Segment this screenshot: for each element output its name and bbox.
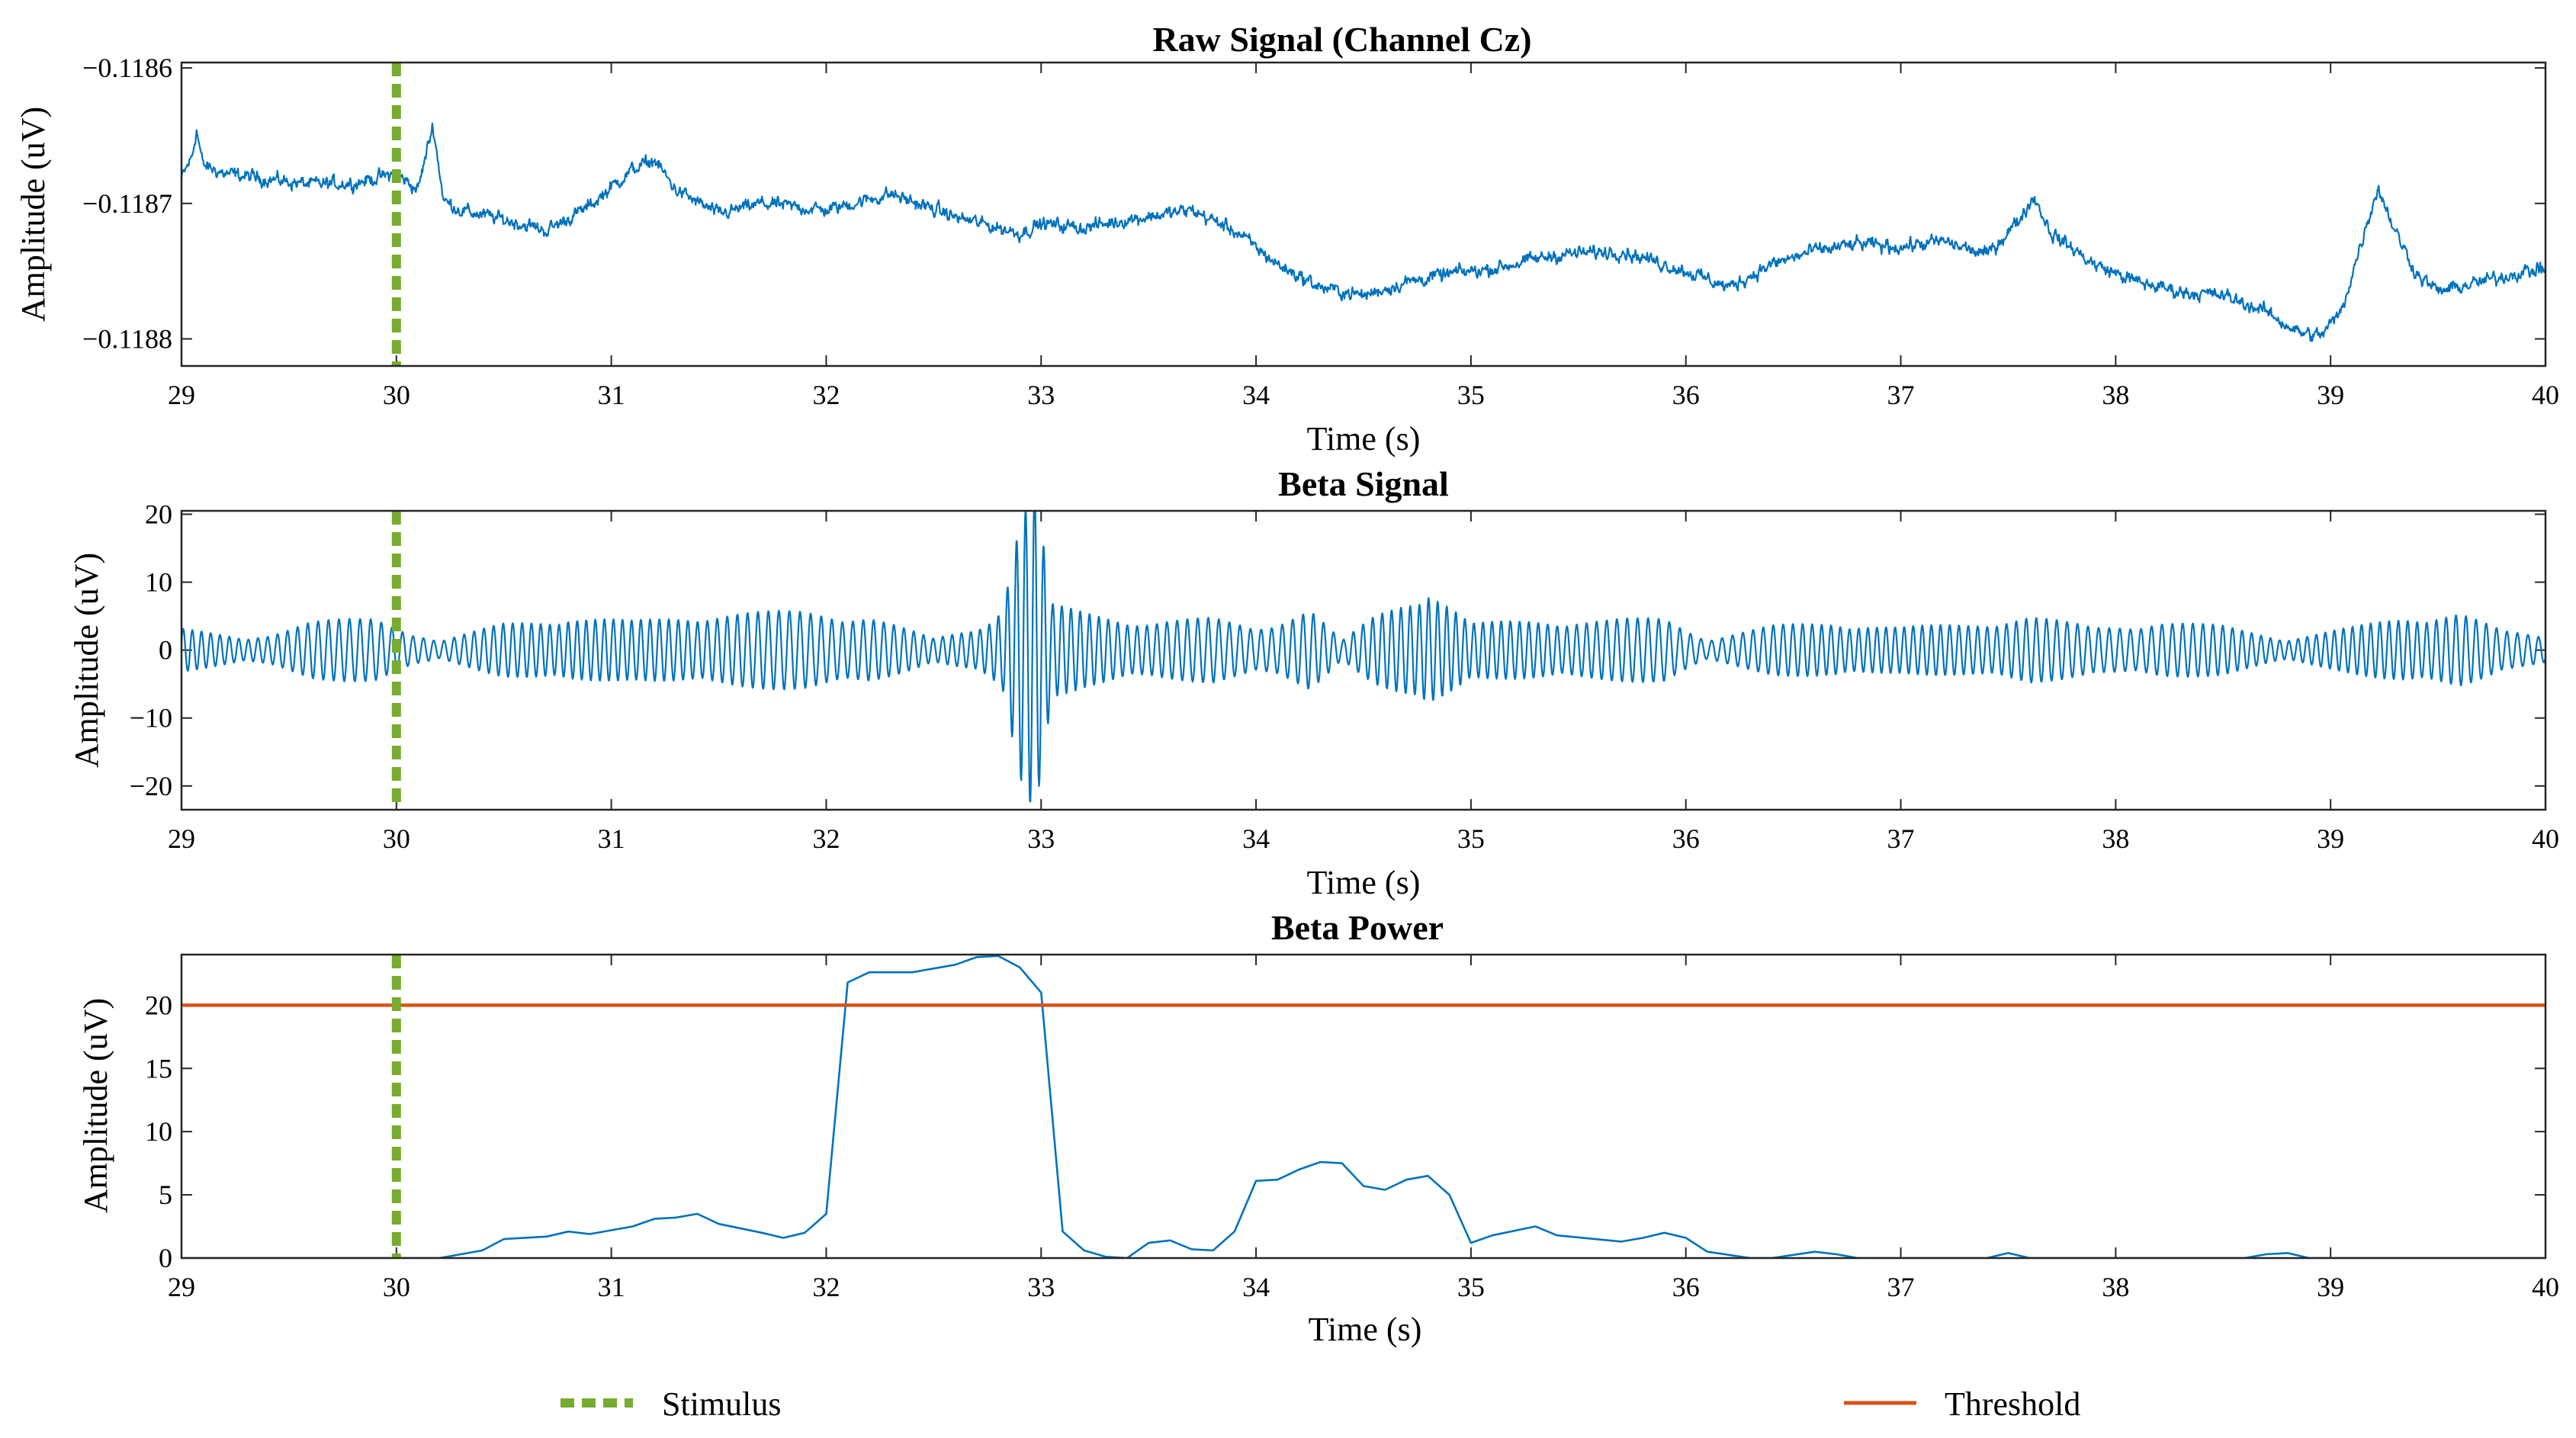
beta-power-xtick-label: 29: [168, 1272, 195, 1302]
beta-power-ytick-label: 20: [145, 990, 172, 1020]
beta-signal-xtick-label: 36: [1672, 823, 1700, 854]
raw-xtick-label: 38: [2102, 380, 2129, 410]
beta-power-xtick-label: 35: [1457, 1272, 1485, 1302]
beta-signal-ylabel: Amplitude (uV): [68, 553, 105, 768]
beta-power-xlabel: Time (s): [1309, 1311, 1422, 1348]
beta-power-xtick-label: 33: [1027, 1272, 1055, 1302]
beta-power-xtick-label: 32: [812, 1272, 840, 1302]
beta-power-xtick-label: 38: [2102, 1272, 2129, 1302]
beta-signal-ytick-label: −20: [130, 771, 172, 801]
beta-signal-xtick-label: 37: [1887, 823, 1915, 854]
raw-xtick-label: 29: [168, 380, 195, 410]
beta-power-xtick-label: 31: [598, 1272, 625, 1302]
raw-plot-area: [181, 63, 2545, 366]
beta-signal-title: Beta Signal: [1278, 464, 1449, 503]
beta-power-ytick-label: 5: [159, 1180, 172, 1210]
raw-xtick-label: 35: [1457, 380, 1485, 410]
raw-xtick-label: 39: [2317, 380, 2344, 410]
beta-power-ytick-label: 10: [145, 1116, 172, 1147]
legend: Stimulus Threshold: [560, 1385, 2080, 1423]
raw-xtick-label: 34: [1242, 380, 1270, 410]
beta-signal-xtick-label: 40: [2532, 823, 2559, 854]
beta-signal-xtick-label: 38: [2102, 823, 2129, 854]
raw-xtick-label: 30: [383, 380, 410, 410]
raw-xtick-label: 32: [812, 380, 840, 410]
raw-ytick-label: −0.1187: [82, 188, 172, 219]
legend-threshold-label: Threshold: [1945, 1385, 2080, 1423]
beta-signal-xtick-label: 39: [2317, 823, 2344, 854]
beta-signal-tick-labels: 29 30 31 32 33 34 35 36 37 38 39 40 −20 −10 0 10 20: [130, 499, 2559, 854]
raw-xtick-label: 33: [1027, 380, 1055, 410]
beta-signal-xtick-label: 35: [1457, 823, 1485, 854]
raw-xtick-label: 36: [1672, 380, 1700, 410]
raw-xtick-label: 40: [2532, 380, 2559, 410]
raw-ytick-label: −0.1188: [82, 323, 172, 354]
beta-signal-xtick-label: 31: [598, 823, 625, 854]
beta-signal-trace: [181, 511, 2545, 803]
raw-title: Raw Signal (Channel Cz): [1152, 20, 1531, 59]
beta-signal-axes-box: [180, 509, 2547, 811]
beta-power-ytick-label: 0: [159, 1243, 172, 1273]
beta-signal-xtick-label: 33: [1027, 823, 1055, 854]
beta-power-xtick-label: 39: [2317, 1272, 2344, 1302]
beta-power-ylabel: Amplitude (uV): [77, 998, 114, 1213]
beta-signal-plot-area: [181, 511, 2545, 810]
beta-signal-xtick-label: 34: [1242, 823, 1270, 854]
legend-stimulus-label: Stimulus: [662, 1385, 782, 1423]
beta-power-xtick-label: 36: [1672, 1272, 1700, 1302]
panel-beta-power: Beta Power 29 30 31 32 33 34 35 36 37 38 39 40 0 5 10 1…: [77, 908, 2559, 1348]
raw-series: [181, 63, 2545, 366]
beta-signal-xtick-label: 30: [383, 823, 410, 854]
beta-power-title: Beta Power: [1271, 908, 1444, 947]
beta-signal-ytick-label: 20: [145, 499, 172, 529]
beta-signal-ytick-label: 10: [145, 567, 172, 598]
beta-power-axes-box: [180, 953, 2547, 1260]
raw-tick-labels: 29 30 31 32 33 34 35 36 37 38 39 40 −0.1188 −0.1187 −0…: [82, 53, 2559, 410]
beta-signal-ytick-label: 0: [159, 635, 172, 666]
raw-xlabel: Time (s): [1307, 420, 1421, 457]
beta-power-tick-labels: 29 30 31 32 33 34 35 36 37 38 39 40 0 5 10 15 20: [145, 990, 2559, 1302]
beta-signal-xtick-label: 29: [168, 823, 195, 854]
raw-axes-box: [180, 61, 2547, 368]
beta-power-xtick-label: 40: [2532, 1272, 2559, 1302]
raw-ylabel: Amplitude (uV): [14, 107, 52, 322]
raw-xtick-label: 31: [598, 380, 625, 410]
beta-signal-series: [181, 511, 2545, 810]
beta-power-ytick-label: 15: [145, 1053, 172, 1083]
panel-raw: Raw Signal (Channel Cz) 29 30 31 32 33 34 35 36…: [14, 20, 2559, 457]
beta-signal-xtick-label: 32: [812, 823, 840, 854]
beta-signal-ticks: [181, 511, 2546, 810]
beta-signal-xlabel: Time (s): [1307, 864, 1421, 901]
raw-xtick-label: 37: [1887, 380, 1915, 410]
panel-beta-signal: Beta Signal 29 30 31 32 33 34 35 36 37 38 39 40 −20 −…: [68, 464, 2559, 901]
beta-power-xtick-label: 37: [1887, 1272, 1915, 1302]
raw-ytick-label: −0.1186: [82, 53, 172, 83]
raw-trace: [181, 122, 2545, 342]
beta-power-trace: [181, 955, 2545, 1258]
beta-power-xtick-label: 34: [1242, 1272, 1270, 1302]
beta-power-plot-area: [181, 955, 2545, 1258]
beta-power-series: [181, 955, 2545, 1258]
beta-power-xtick-label: 30: [383, 1272, 410, 1302]
beta-signal-ytick-label: −10: [130, 703, 172, 733]
